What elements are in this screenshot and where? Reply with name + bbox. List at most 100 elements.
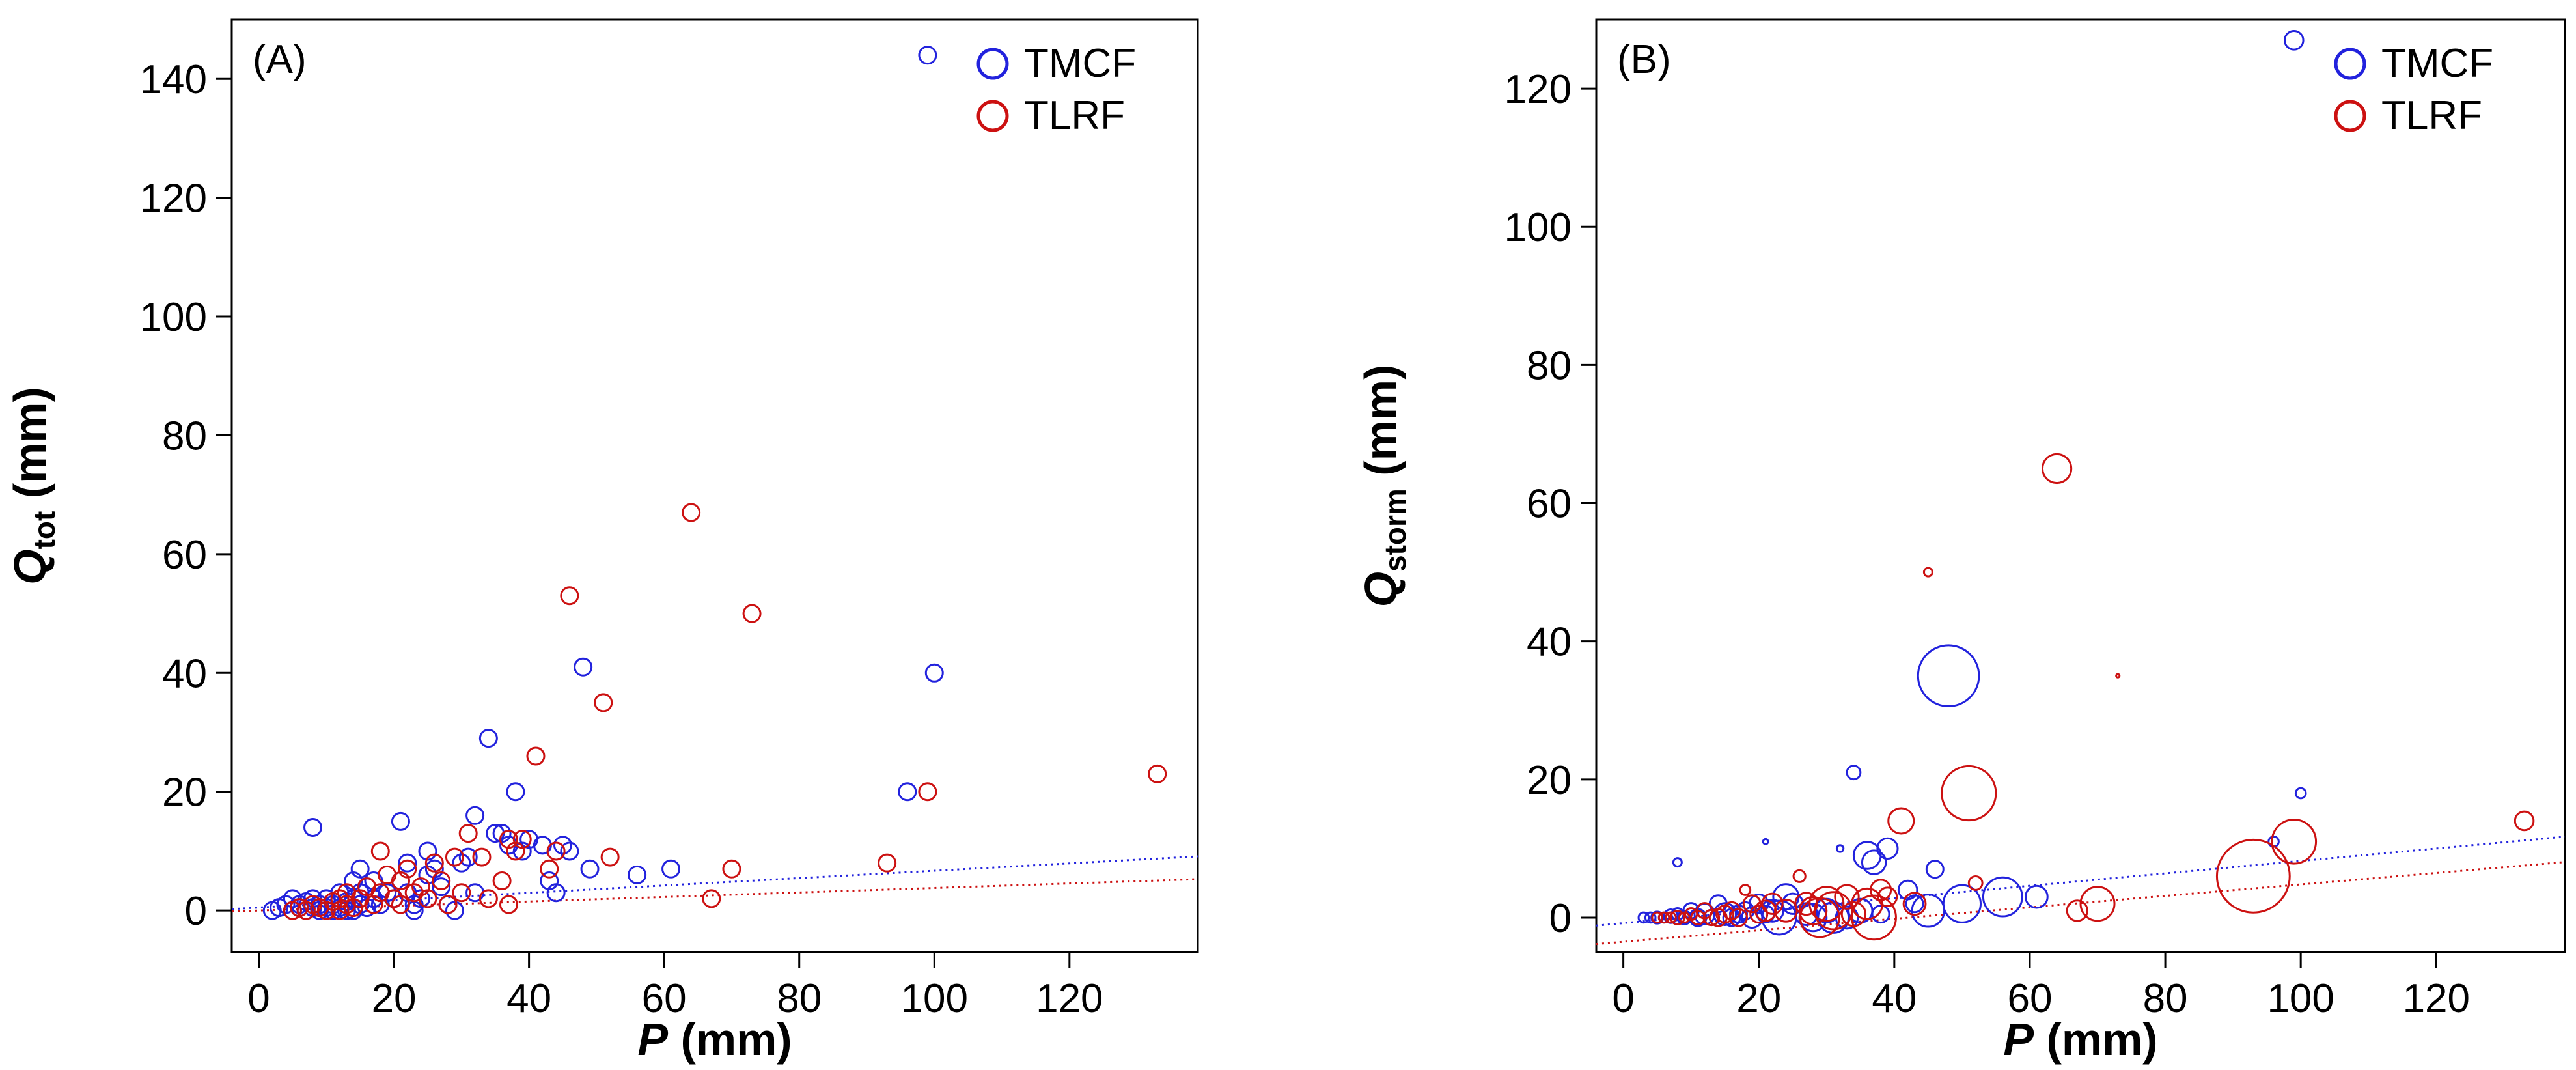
- trend-line-tlrf: [1596, 861, 2565, 946]
- x-axis-variable: P: [2003, 1014, 2034, 1065]
- y-tick-label: 40: [162, 651, 207, 696]
- data-point-tlrf: [1922, 567, 1933, 578]
- data-point-tlrf: [1651, 911, 1663, 924]
- y-tick-label: 100: [140, 295, 207, 340]
- data-point-tlrf: [1869, 879, 1892, 901]
- y-axis-unit: (mm): [5, 387, 55, 511]
- data-point-tmcf: [344, 889, 363, 908]
- data-point-tmcf: [1760, 898, 1784, 923]
- y-tick-label: 60: [1527, 482, 1572, 527]
- data-point-tmcf: [411, 889, 431, 908]
- y-axis-unit: (mm): [1355, 365, 1406, 489]
- y-axis-title: Qtot (mm): [5, 387, 61, 585]
- data-point-tlrf: [1794, 892, 1818, 916]
- y-tick-label: 80: [1527, 343, 1572, 388]
- data-point-tlrf: [1148, 764, 1167, 783]
- data-point-tmcf: [924, 663, 944, 683]
- data-point-tmcf: [1876, 837, 1899, 860]
- data-point-tlrf: [330, 889, 350, 908]
- y-axis-subscript: storm: [1378, 488, 1412, 572]
- data-point-tlrf: [1669, 910, 1685, 925]
- legend-entry-tlrf: TLRF: [976, 93, 1125, 138]
- data-point-tmcf: [1925, 860, 1945, 879]
- data-point-tlrf: [1877, 886, 1898, 907]
- data-point-tlrf: [1834, 884, 1860, 910]
- data-point-tmcf: [465, 806, 485, 825]
- x-tick-label: 20: [372, 976, 417, 1021]
- data-point-tlrf: [560, 586, 579, 606]
- data-point-tlrf: [418, 889, 437, 908]
- x-tick-label: 120: [2403, 976, 2470, 1021]
- data-point-tmcf: [1871, 905, 1890, 924]
- x-tick-label: 20: [1736, 976, 1781, 1021]
- data-point-tlrf: [1742, 894, 1762, 914]
- x-tick-label: 80: [777, 976, 822, 1021]
- data-point-tlrf: [1657, 911, 1670, 924]
- data-point-tlrf: [2514, 810, 2535, 832]
- y-axis-title: Qstorm (mm): [1355, 365, 1412, 608]
- data-point-tmcf: [1713, 902, 1738, 927]
- plot-frame: [230, 18, 1199, 953]
- data-point-tlrf: [370, 841, 390, 861]
- x-axis-title: P (mm): [637, 1014, 792, 1065]
- x-tick-label: 60: [642, 976, 687, 1021]
- x-tick-label: 0: [1612, 976, 1634, 1021]
- data-point-tlrf: [1792, 869, 1807, 883]
- data-point-tlrf: [1761, 892, 1784, 915]
- data-point-tlrf: [1729, 908, 1749, 927]
- legend-label: TLRF: [2381, 93, 2482, 138]
- data-point-tlrf: [478, 889, 498, 908]
- data-point-tlrf: [918, 782, 937, 802]
- y-tick-label: 80: [162, 414, 207, 458]
- y-axis-variable: Q: [5, 549, 55, 584]
- legend-label: TLRF: [1024, 93, 1125, 138]
- legend-marker: [2334, 100, 2366, 132]
- data-point-tmcf: [918, 46, 937, 65]
- x-tick-label: 120: [1036, 976, 1103, 1021]
- y-tick-label: 120: [140, 176, 207, 221]
- data-point-tlrf: [1887, 807, 1915, 835]
- data-point-tlrf: [1722, 901, 1741, 920]
- data-point-tlrf: [1799, 897, 1840, 938]
- data-point-tlrf: [458, 824, 478, 843]
- data-point-tlrf: [445, 847, 464, 867]
- data-point-tlrf: [594, 693, 613, 712]
- legend-entry-tmcf: TMCF: [2334, 41, 2493, 86]
- x-axis-variable: P: [637, 1014, 668, 1065]
- data-point-tmcf: [2283, 30, 2305, 51]
- data-point-tlrf: [2215, 838, 2291, 914]
- y-tick-label: 40: [1527, 620, 1572, 665]
- data-point-tlrf: [398, 859, 417, 879]
- data-point-tmcf: [2294, 787, 2307, 800]
- y-axis-subscript: tot: [27, 511, 61, 550]
- data-point-tmcf: [432, 877, 451, 897]
- data-point-tlrf: [682, 503, 701, 522]
- data-point-tlrf: [2271, 818, 2318, 865]
- data-point-tmcf: [452, 853, 471, 873]
- data-point-tmcf: [1942, 884, 1982, 923]
- data-point-tlrf: [330, 901, 350, 920]
- data-point-tlrf: [702, 889, 721, 908]
- data-point-tlrf: [1749, 905, 1769, 924]
- data-point-tlrf: [1702, 908, 1721, 927]
- x-axis-title: P (mm): [2003, 1014, 2157, 1065]
- data-point-tlrf: [2066, 899, 2088, 922]
- data-point-tlrf: [512, 830, 532, 849]
- data-point-tmcf: [1846, 765, 1862, 781]
- data-point-tmcf: [580, 859, 600, 879]
- data-point-tlrf: [600, 847, 620, 867]
- data-point-tlrf: [2079, 886, 2116, 922]
- data-point-tmcf: [898, 782, 917, 802]
- data-point-tlrf: [878, 853, 897, 873]
- data-point-tmcf: [628, 865, 647, 884]
- data-point-tlrf: [492, 871, 512, 891]
- data-point-tmcf: [478, 729, 498, 748]
- x-axis-unit: (mm): [2034, 1014, 2158, 1065]
- data-point-tlrf: [546, 841, 566, 861]
- x-tick-label: 100: [2267, 976, 2334, 1021]
- data-point-tmcf: [1835, 844, 1845, 853]
- data-point-tlrf: [1851, 894, 1897, 941]
- data-point-tmcf: [458, 847, 478, 867]
